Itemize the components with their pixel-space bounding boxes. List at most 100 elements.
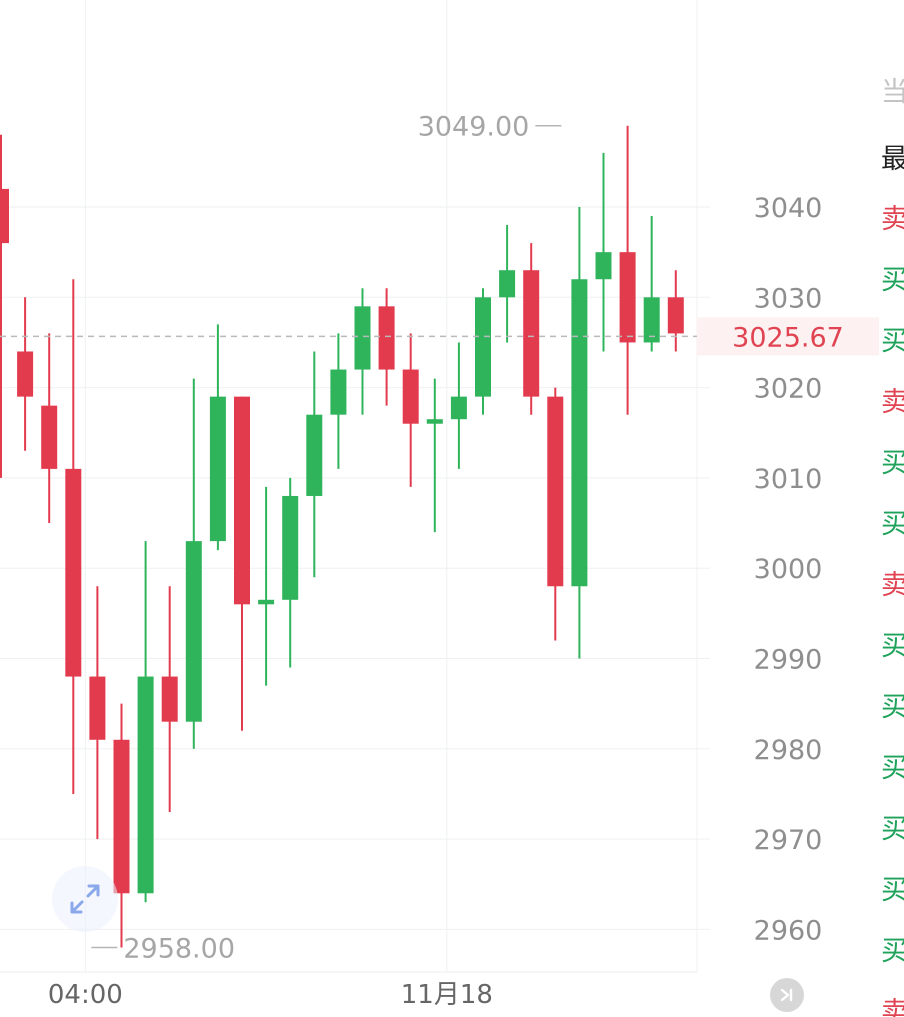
- candle: [161, 586, 178, 813]
- candle: [65, 279, 82, 794]
- candle-body: [0, 188, 9, 244]
- candle-body: [137, 676, 154, 894]
- candle: [595, 152, 612, 352]
- candle: [378, 288, 395, 406]
- min-price-label: 2958.00: [123, 933, 235, 964]
- candle-body: [282, 495, 299, 600]
- trade-row[interactable]: 卖: [881, 204, 904, 235]
- candle: [571, 207, 588, 659]
- candle-body: [65, 468, 82, 677]
- skip-to-latest-button[interactable]: [770, 978, 804, 1012]
- trade-row[interactable]: 买: [881, 448, 904, 479]
- y-tick-label: 2970: [754, 825, 823, 856]
- candle: [209, 324, 226, 551]
- candle: [258, 486, 275, 686]
- trade-row[interactable]: 买: [881, 753, 904, 784]
- max-price-label: 3049.00: [418, 112, 530, 143]
- trade-row[interactable]: 卖: [881, 997, 904, 1017]
- trade-list-panel: 当 最 卖 买 买 卖 买 买 卖 买 买 买 买 买 买 卖: [879, 0, 904, 1017]
- y-tick-label: 3010: [754, 464, 823, 495]
- candle: [113, 703, 130, 948]
- y-tick-label: 3040: [754, 193, 823, 224]
- candle-body: [426, 419, 443, 424]
- trade-row[interactable]: 买: [881, 936, 904, 967]
- trade-row[interactable]: 买: [881, 509, 904, 540]
- current-price-badge: [697, 317, 879, 356]
- candle: [306, 351, 323, 578]
- candle: [426, 378, 443, 533]
- y-tick-label: 2980: [754, 735, 823, 766]
- skip-to-latest-icon: [780, 988, 793, 1002]
- candle-body: [378, 306, 395, 370]
- candle-body: [306, 414, 323, 496]
- trade-row[interactable]: 卖: [881, 570, 904, 601]
- candle-body: [354, 306, 371, 370]
- panel-title-label: 最: [881, 144, 904, 175]
- trade-row[interactable]: 卖: [881, 387, 904, 418]
- y-tick-label: 3030: [754, 283, 823, 314]
- y-tick-label: 2990: [754, 645, 823, 676]
- candle-body: [619, 252, 636, 343]
- candle-body: [571, 279, 588, 587]
- candle-body: [450, 396, 467, 420]
- candle: [547, 387, 564, 641]
- candle-body: [523, 270, 540, 397]
- trade-row[interactable]: 买: [881, 692, 904, 723]
- candle: [667, 270, 684, 352]
- candle-body: [113, 739, 130, 894]
- candles: [0, 125, 684, 948]
- candle: [499, 225, 516, 343]
- candle: [185, 378, 202, 749]
- price-markers: 3025.67 3049.00 2958.00: [0, 112, 879, 964]
- candle-body: [595, 252, 612, 280]
- candle: [137, 541, 154, 903]
- candle: [0, 134, 9, 478]
- current-price-label: 3025.67: [732, 322, 844, 353]
- candle: [17, 297, 34, 451]
- candle-body: [41, 405, 58, 469]
- candle: [41, 333, 58, 524]
- candle-body: [330, 369, 347, 415]
- candle-body: [89, 676, 106, 740]
- trade-row[interactable]: 买: [881, 631, 904, 662]
- candle: [234, 396, 250, 731]
- panel-header-label: 当: [881, 77, 904, 108]
- zoom-toggle-button[interactable]: [52, 866, 118, 932]
- x-tick-label: 04:00: [48, 980, 123, 1010]
- candle-body: [643, 297, 660, 343]
- candle: [354, 288, 371, 415]
- x-tick-label: 11月18: [401, 980, 493, 1010]
- candle-body: [209, 396, 226, 542]
- candle-body: [234, 396, 250, 605]
- candle-body: [499, 270, 516, 298]
- candle-body: [161, 676, 178, 722]
- expand-diagonal-icon: [70, 884, 100, 914]
- candle: [643, 216, 660, 352]
- candle: [523, 243, 540, 415]
- candle: [89, 586, 106, 840]
- trade-row[interactable]: 买: [881, 814, 904, 845]
- candle: [450, 342, 467, 469]
- candle-body: [17, 351, 34, 397]
- candle: [402, 333, 419, 487]
- candle-body: [475, 297, 491, 397]
- candle: [282, 477, 299, 668]
- candle-body: [547, 396, 564, 587]
- trade-row[interactable]: 买: [881, 265, 904, 296]
- trade-row[interactable]: 买: [881, 875, 904, 906]
- candle-body: [402, 369, 419, 424]
- axes: 3040 3030 3020 3010 3000 2990 2980 2970 2960 04:0…: [48, 193, 822, 1010]
- trade-row[interactable]: 买: [881, 326, 904, 357]
- grid-lines: [0, 0, 710, 973]
- y-tick-label: 3000: [754, 554, 823, 585]
- candle: [330, 333, 347, 469]
- candle: [475, 288, 491, 415]
- candle: [619, 125, 636, 415]
- y-tick-label: 3020: [754, 374, 823, 405]
- candle-body: [667, 297, 684, 334]
- candle-body: [185, 541, 202, 722]
- candle-body: [258, 599, 275, 605]
- y-tick-label: 2960: [754, 915, 823, 946]
